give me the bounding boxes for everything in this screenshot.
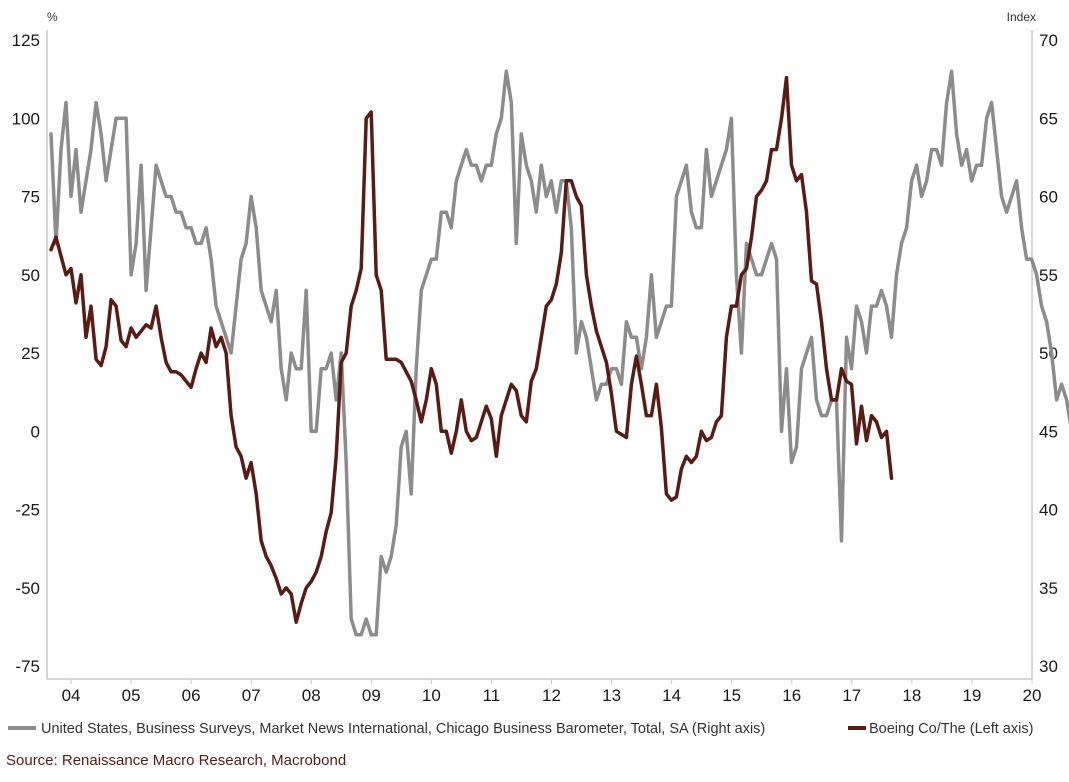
x-axis-tick-label: 07	[242, 686, 261, 705]
x-axis-tick-label: 20	[1023, 686, 1042, 705]
x-axis-tick-label: 19	[962, 686, 981, 705]
x-axis-tick-label: 08	[302, 686, 321, 705]
left-axis-tick-label: -75	[15, 657, 40, 676]
right-axis-tick-label: 30	[1039, 657, 1058, 676]
right-axis-ticks: 70 65 60 55 50 45 40 35 30	[1039, 31, 1058, 676]
x-axis-tick-label: 16	[782, 686, 801, 705]
x-axis-tick-label: 06	[182, 686, 201, 705]
right-axis-tick-label: 50	[1039, 344, 1058, 363]
x-axis-tick-label: 09	[362, 686, 381, 705]
x-axis-tick-label: 18	[902, 686, 921, 705]
left-axis-tick-label: 50	[21, 266, 40, 285]
left-axis-tick-label: 125	[12, 31, 40, 50]
left-axis-tick-label: 25	[21, 344, 40, 363]
legend-label-chicago-barometer: United States, Business Surveys, Market …	[41, 721, 765, 737]
left-axis-unit: %	[47, 10, 58, 24]
left-axis-tick-label: 75	[21, 188, 40, 207]
x-axis-tick-label: 04	[62, 686, 81, 705]
source-note: Source: Renaissance Macro Research, Macr…	[6, 752, 346, 769]
x-axis-ticks: 04 05 06 07 08 09 10 11 12 13 14 15 16 17 18 19 20	[62, 679, 1042, 705]
legend-label-boeing: Boeing Co/The (Left axis)	[869, 721, 1033, 737]
x-axis-tick-label: 11	[483, 686, 501, 705]
right-axis-tick-label: 65	[1039, 109, 1058, 128]
x-axis-tick-label: 17	[842, 686, 861, 705]
boeing-series-line	[49, 75, 894, 624]
x-axis-tick-label: 12	[542, 686, 561, 705]
left-axis-tick-label: -50	[15, 579, 40, 598]
right-axis-tick-label: 60	[1039, 188, 1058, 207]
x-axis-tick-label: 05	[122, 686, 141, 705]
x-axis-tick-label: 10	[422, 686, 441, 705]
left-axis-tick-label: 100	[12, 109, 40, 128]
chicago-barometer-series-line	[49, 69, 1069, 637]
right-axis-tick-label: 35	[1039, 579, 1058, 598]
right-axis-unit: Index	[1007, 10, 1036, 24]
right-axis-tick-label: 40	[1039, 501, 1058, 520]
right-axis-tick-label: 45	[1039, 422, 1058, 441]
right-axis-tick-label: 55	[1039, 266, 1058, 285]
left-axis-ticks: 125 100 75 50 25 0 -25 -50 -75	[12, 31, 40, 676]
left-axis-tick-label: -25	[15, 501, 40, 520]
x-axis-tick-label: 14	[662, 686, 681, 705]
x-axis-tick-label: 13	[602, 686, 621, 705]
left-axis-tick-label: 0	[31, 422, 40, 441]
x-axis-tick-label: 15	[722, 686, 741, 705]
right-axis-tick-label: 70	[1039, 31, 1058, 50]
